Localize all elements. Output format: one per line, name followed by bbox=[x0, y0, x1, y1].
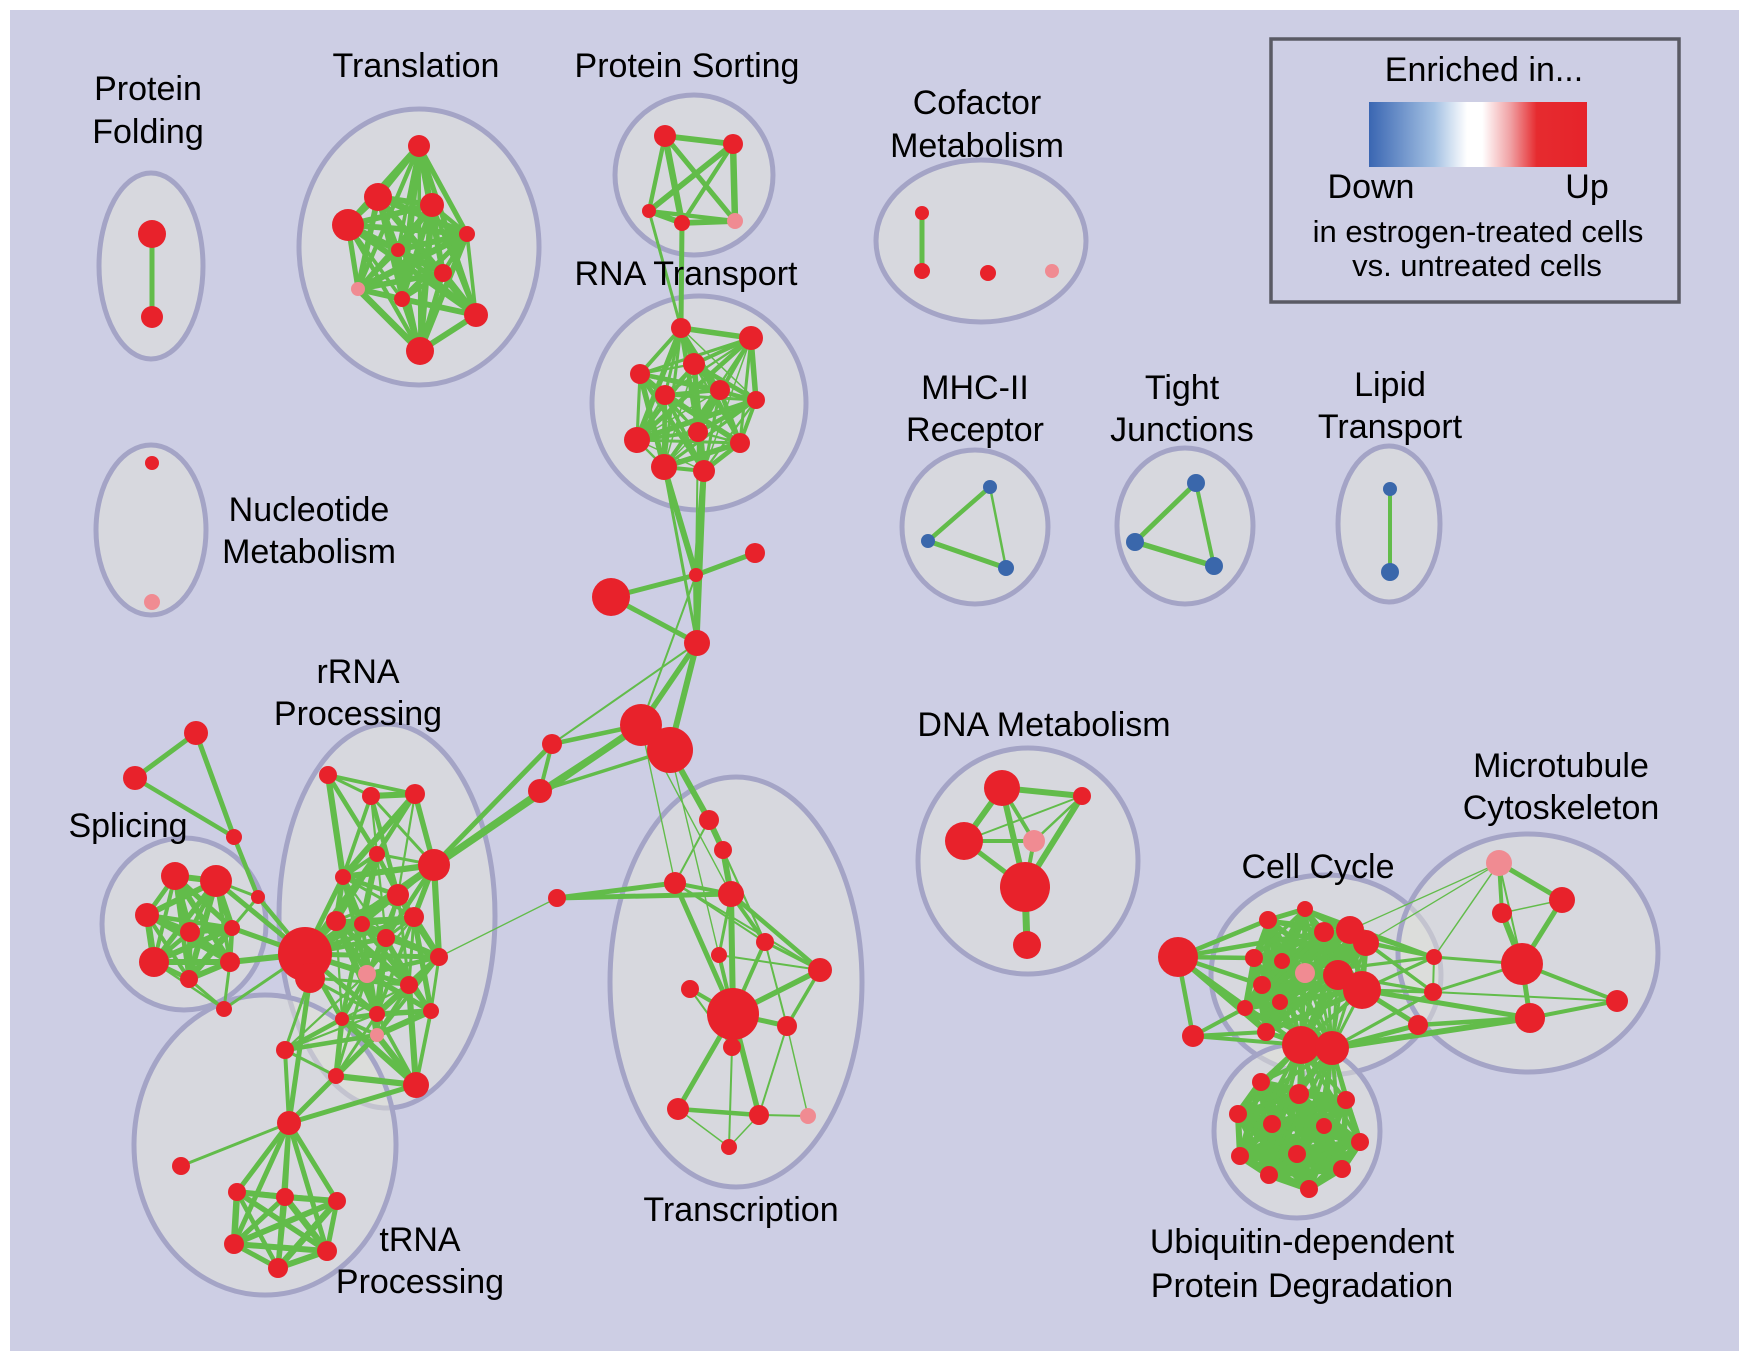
svg-text:Translation: Translation bbox=[333, 47, 500, 85]
svg-text:Ubiquitin-dependent: Ubiquitin-dependent bbox=[1150, 1223, 1455, 1261]
svg-text:Up: Up bbox=[1565, 168, 1608, 206]
svg-text:Processing: Processing bbox=[336, 1263, 504, 1301]
svg-text:Folding: Folding bbox=[92, 113, 204, 151]
svg-text:Protein Degradation: Protein Degradation bbox=[1151, 1267, 1453, 1305]
svg-text:Cell Cycle: Cell Cycle bbox=[1241, 848, 1394, 886]
svg-text:Transcription: Transcription bbox=[643, 1191, 838, 1229]
svg-text:Transport: Transport bbox=[1318, 408, 1463, 446]
svg-text:rRNA: rRNA bbox=[316, 653, 399, 691]
svg-text:Protein Sorting: Protein Sorting bbox=[575, 47, 800, 85]
svg-text:Splicing: Splicing bbox=[68, 807, 187, 845]
svg-text:Processing: Processing bbox=[274, 695, 442, 733]
svg-text:Receptor: Receptor bbox=[906, 411, 1044, 449]
svg-text:Cytoskeleton: Cytoskeleton bbox=[1463, 789, 1660, 827]
svg-text:Cofactor: Cofactor bbox=[913, 84, 1042, 122]
svg-text:DNA Metabolism: DNA Metabolism bbox=[917, 706, 1170, 744]
svg-text:Metabolism: Metabolism bbox=[890, 127, 1064, 165]
svg-text:RNA Transport: RNA Transport bbox=[575, 255, 799, 293]
svg-text:Junctions: Junctions bbox=[1110, 411, 1254, 449]
svg-text:tRNA: tRNA bbox=[379, 1221, 461, 1259]
svg-text:Enriched in...: Enriched in... bbox=[1385, 51, 1583, 89]
svg-text:Microtubule: Microtubule bbox=[1473, 747, 1649, 785]
svg-text:Nucleotide: Nucleotide bbox=[229, 491, 390, 529]
svg-text:vs. untreated cells: vs. untreated cells bbox=[1352, 248, 1602, 283]
svg-text:Protein: Protein bbox=[94, 70, 202, 108]
svg-text:Lipid: Lipid bbox=[1354, 366, 1426, 404]
svg-text:Tight: Tight bbox=[1145, 369, 1220, 407]
svg-text:in estrogen-treated cells: in estrogen-treated cells bbox=[1313, 214, 1644, 249]
svg-text:Down: Down bbox=[1328, 168, 1415, 206]
svg-text:MHC-II: MHC-II bbox=[921, 369, 1029, 407]
svg-text:Metabolism: Metabolism bbox=[222, 533, 396, 571]
